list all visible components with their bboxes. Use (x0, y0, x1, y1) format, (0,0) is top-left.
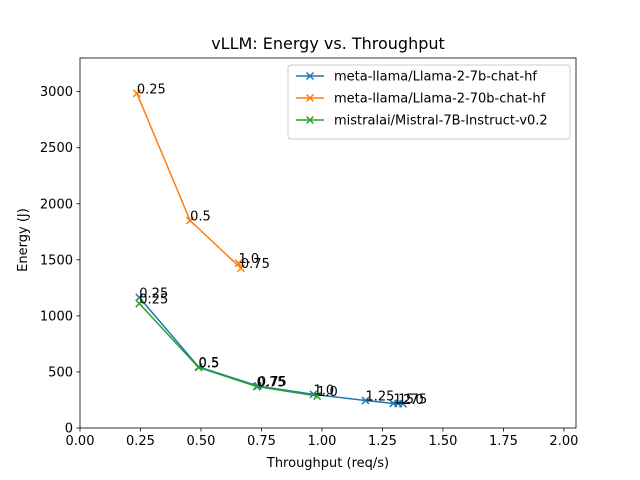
y-axis-label: Energy (J) (16, 208, 31, 272)
legend-marker (305, 93, 315, 103)
x-tick-label: 0.50 (186, 434, 215, 449)
data-point-label: 1.0 (313, 383, 334, 398)
data-point-marker (186, 216, 195, 225)
data-point-marker (313, 392, 322, 401)
series-line-2 (138, 303, 318, 397)
y-tick-label: 1000 (40, 309, 73, 324)
data-point-marker (361, 396, 370, 405)
x-tick-label: 0.00 (66, 434, 95, 449)
data-point-label: 0.25 (139, 286, 168, 301)
y-tick-label: 2000 (40, 197, 73, 212)
data-point-label: 0.75 (257, 376, 286, 391)
x-tick-label: 1.75 (489, 434, 518, 449)
y-tick-label: 500 (48, 365, 73, 380)
data-point-label: 1.5 (393, 392, 414, 407)
data-point-label: 0.75 (258, 375, 287, 390)
data-point-label: 0.5 (199, 356, 220, 371)
data-point-marker (252, 382, 261, 391)
legend: meta-llama/Llama-2-7b-chat-hf meta-llama/… (287, 64, 571, 140)
axes-frame (79, 57, 577, 429)
y-tick-label: 0 (65, 422, 73, 437)
axes: 0.00 0.25 0.50 0.75 1.00 1.25 1.50 1.75 2.00 0 500… (40, 57, 578, 449)
x-axis-label: Throughput (req/s) (266, 456, 389, 471)
legend-box (287, 64, 571, 140)
y-tick-label: 3000 (40, 85, 73, 100)
x-tick-label: 1.50 (428, 434, 457, 449)
data-point-marker (398, 399, 408, 408)
data-point-label: 1.0 (317, 385, 338, 400)
x-tick-label: 2.00 (549, 434, 578, 449)
x-tick-label: 1.00 (307, 434, 336, 449)
data-point-label: 1.0 (238, 252, 259, 267)
chart-title: vLLM: Energy vs. Throughput (211, 34, 445, 53)
data-point-marker (194, 363, 203, 372)
data-point-label: 2.0 (403, 393, 424, 408)
data-point-marker (135, 299, 144, 308)
plot-area: 0.250.50.751.0 1.251.51.752.00.250.50.751… (132, 82, 427, 408)
x-tick-label: 0.75 (247, 434, 276, 449)
legend-marker (305, 115, 315, 125)
legend-marker (305, 71, 315, 81)
x-tick-label: 1.25 (368, 434, 397, 449)
data-point-marker (135, 293, 144, 302)
series-line-1 (136, 93, 242, 269)
legend-entry-label: mistralai/Mistral-7B-Instruct-v0.2 (334, 114, 548, 129)
data-point-label: 0.5 (190, 210, 211, 225)
data-point-label: 0.25 (137, 82, 166, 97)
data-point-marker (236, 264, 245, 273)
y-tick-label: 1500 (40, 253, 73, 268)
data-point-label: 1.25 (366, 390, 395, 405)
data-point-label: 1.75 (398, 393, 427, 408)
data-point-label: 0.5 (199, 356, 220, 371)
x-tick-label: 0.25 (126, 434, 155, 449)
data-point-marker (132, 89, 141, 98)
legend-entry-label: meta-llama/Llama-2-7b-chat-hf (334, 70, 537, 85)
data-point-label: 0.25 (139, 293, 168, 308)
y-tick-label: 2500 (40, 141, 73, 156)
data-point-label: 0.75 (241, 257, 270, 272)
legend-entry-label: meta-llama/Llama-2-70b-chat-hf (334, 92, 546, 107)
data-point-marker (234, 259, 243, 268)
